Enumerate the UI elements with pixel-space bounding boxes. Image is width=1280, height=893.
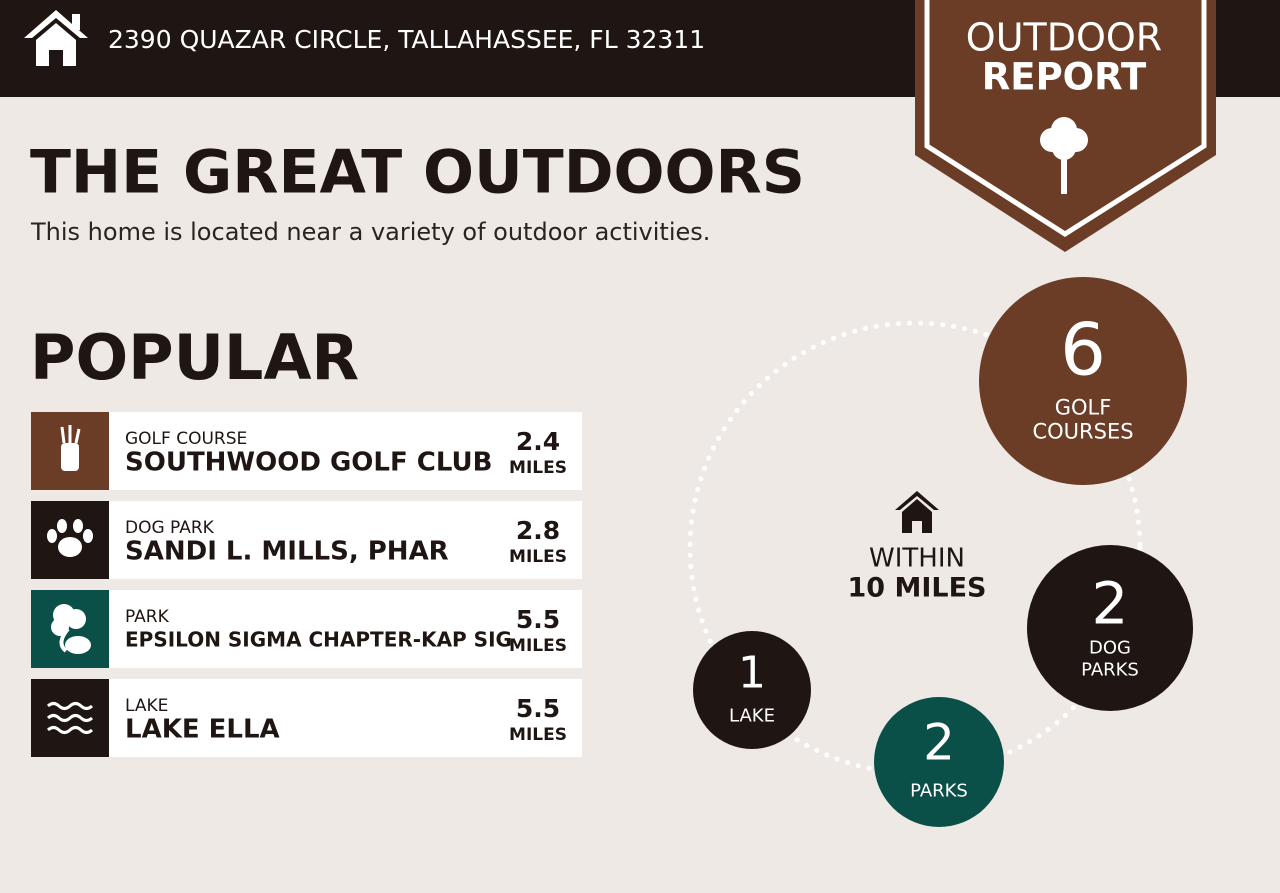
- popular-heading: POPULAR: [30, 321, 359, 394]
- count-bubble: 1 LAKE: [693, 631, 811, 749]
- badge-border: [924, 0, 1207, 237]
- item-card: [31, 501, 582, 579]
- item-name: LAKE ELLA: [125, 715, 280, 745]
- bubble-label: LAKE: [729, 706, 775, 727]
- bubble-circle: [1027, 545, 1193, 711]
- item-icon-box: [31, 590, 109, 668]
- path-curve: [59, 627, 70, 653]
- bubble-circle: [874, 697, 1004, 827]
- item-unit: MILES: [509, 725, 567, 745]
- bubble-count: 2: [1092, 569, 1129, 637]
- subtitle: This home is located near a variety of o…: [30, 218, 710, 246]
- item-unit: MILES: [509, 458, 567, 478]
- paw-toe: [83, 529, 93, 543]
- bubble-circle: [693, 631, 811, 749]
- radius-line1: WITHIN: [869, 544, 965, 574]
- bubble-label: COURSES: [1032, 420, 1133, 444]
- paw-toe: [57, 519, 67, 533]
- paw-toe: [73, 519, 83, 533]
- item-name: EPSILON SIGMA CHAPTER-KAP SIG: [125, 628, 512, 652]
- item-name: SOUTHWOOD GOLF CLUB: [125, 448, 492, 478]
- bubble-count: 2: [923, 713, 955, 771]
- bubble-label: PARKS: [1081, 660, 1139, 681]
- address: 2390 QUAZAR CIRCLE, TALLAHASSEE, FL 3231…: [108, 25, 705, 54]
- item-name: SANDI L. MILLS, PHAR: [125, 537, 449, 567]
- item-category: DOG PARK: [125, 518, 215, 538]
- title: THE GREAT OUTDOORS: [30, 138, 805, 208]
- bubble-label: DOG: [1089, 638, 1131, 659]
- item-unit: MILES: [509, 547, 567, 567]
- item-distance: 2.4: [516, 427, 560, 456]
- item-unit: MILES: [509, 636, 567, 656]
- wave: [46, 726, 94, 734]
- badge-line2: REPORT: [982, 56, 1147, 99]
- paw-toe: [47, 529, 57, 543]
- item-category: LAKE: [125, 696, 168, 716]
- wave: [46, 714, 94, 722]
- bubble-count: 6: [1060, 308, 1106, 392]
- bubble-label: GOLF: [1055, 396, 1112, 420]
- item-card: [31, 412, 582, 490]
- wave: [46, 702, 94, 710]
- badge-line1: OUTDOOR: [966, 16, 1162, 60]
- item-card: [31, 590, 582, 668]
- item-distance: 5.5: [516, 694, 560, 723]
- item-distance: 5.5: [516, 605, 560, 634]
- item-category: PARK: [125, 607, 170, 627]
- paw-pad: [58, 537, 82, 557]
- golf-clubs-icon: [60, 425, 81, 444]
- bubble-circle: [979, 277, 1187, 485]
- item-distance: 2.8: [516, 516, 560, 545]
- tree-blob: [66, 609, 86, 629]
- bubble-count: 1: [738, 647, 766, 698]
- radius-line2: 10 MILES: [848, 573, 987, 604]
- bush: [65, 636, 91, 654]
- home-icon: [24, 10, 88, 66]
- tree-icon: [1040, 117, 1088, 194]
- golf-bag-icon: [61, 443, 79, 471]
- bubble-label: PARKS: [910, 780, 968, 801]
- item-card: [31, 679, 582, 757]
- center-home-icon: [895, 491, 939, 533]
- count-bubble: 2 PARKS: [874, 697, 1004, 827]
- item-category: GOLF COURSE: [125, 429, 247, 449]
